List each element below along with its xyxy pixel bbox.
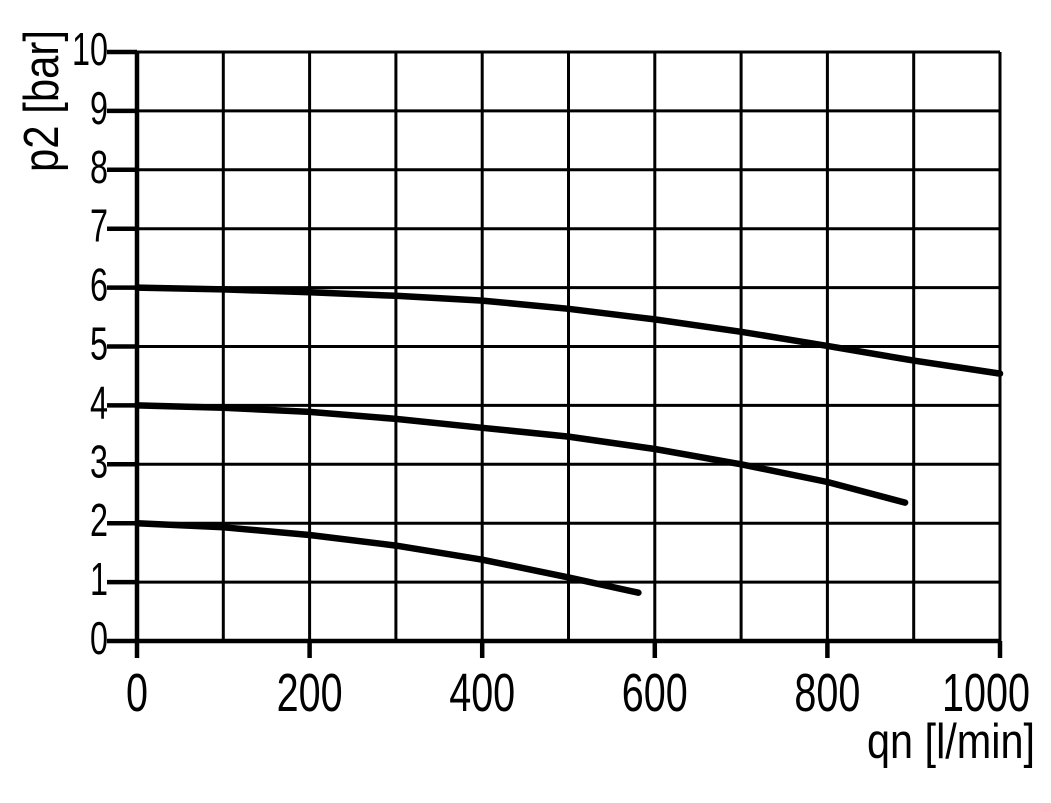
y-tick-label: 5 <box>90 318 108 370</box>
x-tick-label: 400 <box>449 663 515 723</box>
axis-layer <box>107 49 1003 658</box>
y-tick-label: 10 <box>72 23 108 75</box>
data-curve-curve_start_2_bar <box>133 519 642 596</box>
y-tick-label: 4 <box>90 376 108 428</box>
tick-label-layer: 0 1 2 3 4 5 6 7 8 9 10 0 200 400 600 800 1000 <box>72 23 1030 723</box>
x-tick-label: 0 <box>126 663 148 723</box>
y-tick-label: 7 <box>90 200 108 252</box>
y-tick-label: 0 <box>90 612 108 664</box>
grid-layer <box>135 50 1002 643</box>
y-tick-label: 1 <box>90 553 108 605</box>
x-tick-label: 1000 <box>942 663 1030 723</box>
x-tick-label: 600 <box>622 663 688 723</box>
y-axis-title: p2 [bar] <box>15 30 69 172</box>
curve-layer <box>133 284 1004 596</box>
x-axis-title: qn [l/min] <box>867 715 1035 769</box>
data-curve-curve_start_6_bar <box>133 284 1004 377</box>
y-tick-label: 9 <box>90 82 108 134</box>
y-tick-label: 8 <box>90 141 108 193</box>
x-tick-label: 800 <box>794 663 860 723</box>
data-curve-curve_start_4_bar <box>133 402 909 506</box>
x-tick-label: 200 <box>277 663 343 723</box>
y-tick-label: 3 <box>90 435 108 487</box>
y-tick-label: 6 <box>90 259 108 311</box>
y-tick-label: 2 <box>90 494 108 546</box>
